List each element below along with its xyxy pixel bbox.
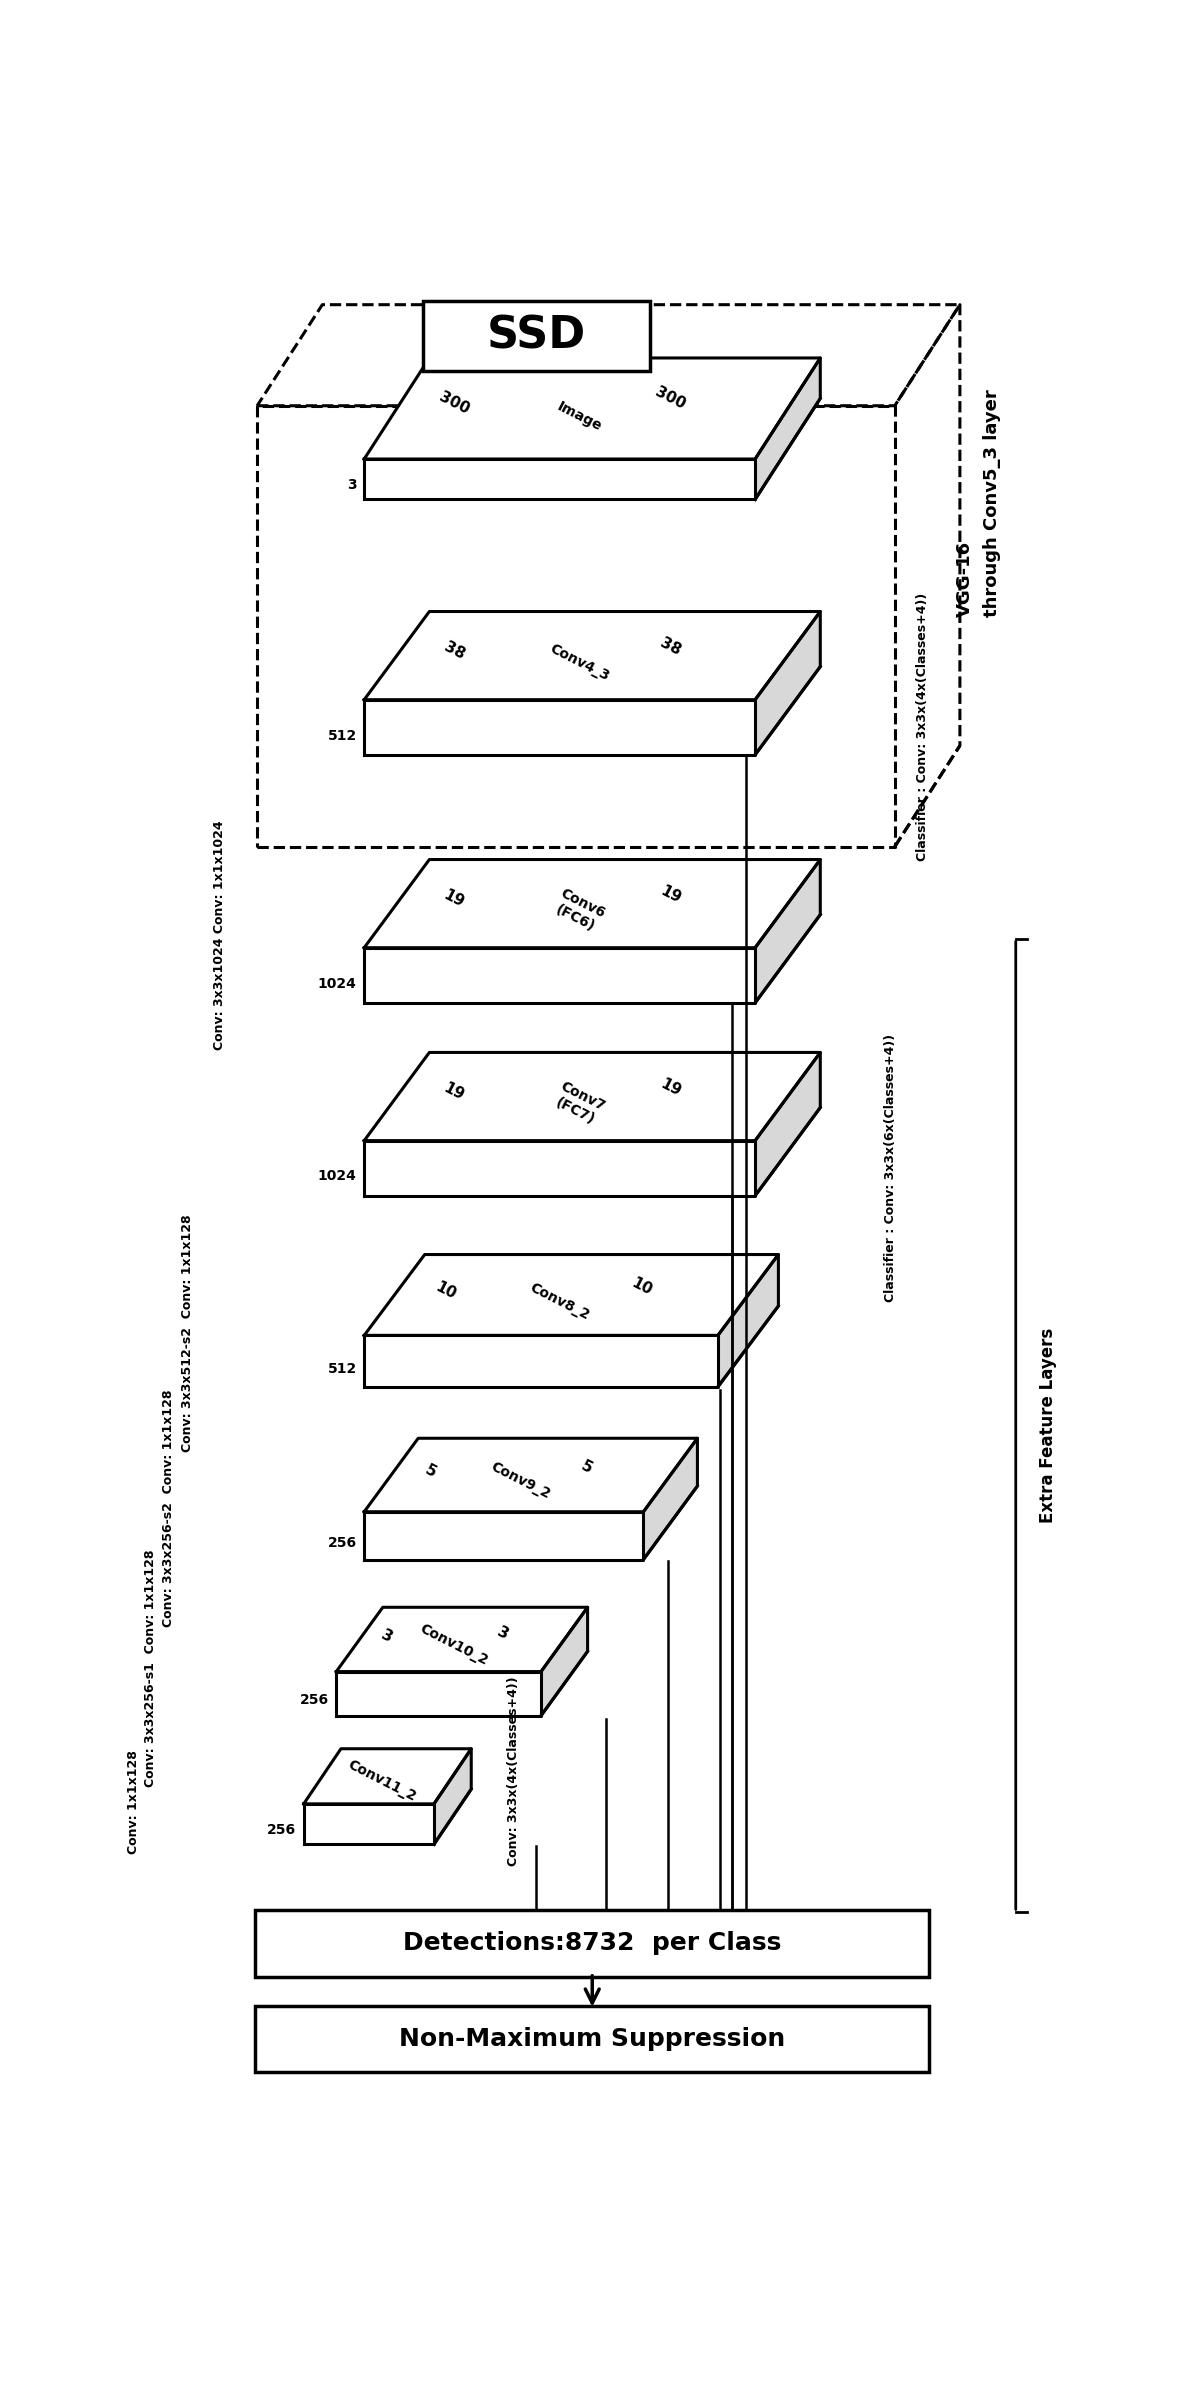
Text: 38: 38	[441, 639, 467, 663]
Polygon shape	[434, 1749, 471, 1844]
Text: 38: 38	[658, 635, 683, 659]
Text: Conv6
(FC6): Conv6 (FC6)	[551, 885, 608, 935]
Polygon shape	[755, 1052, 820, 1195]
FancyBboxPatch shape	[256, 1911, 930, 1976]
Polygon shape	[364, 611, 820, 699]
Text: Conv8_2: Conv8_2	[527, 1281, 592, 1322]
Text: Conv9_2: Conv9_2	[489, 1460, 554, 1501]
Text: 256: 256	[300, 1694, 329, 1708]
Polygon shape	[364, 1052, 820, 1141]
Text: 512: 512	[328, 1362, 357, 1377]
Text: 10: 10	[629, 1277, 655, 1298]
Text: 19: 19	[441, 888, 467, 911]
Text: 3: 3	[380, 1627, 395, 1646]
Text: 300: 300	[436, 389, 472, 418]
Text: 1024: 1024	[318, 1169, 357, 1183]
Text: Detections:8732  per Class: Detections:8732 per Class	[404, 1933, 782, 1957]
Polygon shape	[364, 458, 755, 499]
Polygon shape	[336, 1673, 542, 1716]
Text: Conv: 3x3x1024 Conv: 1x1x1024: Conv: 3x3x1024 Conv: 1x1x1024	[214, 821, 227, 1050]
Polygon shape	[755, 611, 820, 754]
Polygon shape	[364, 1255, 778, 1336]
Text: 10: 10	[434, 1279, 459, 1303]
Polygon shape	[718, 1255, 778, 1386]
Text: 1024: 1024	[318, 976, 357, 990]
Text: 19: 19	[658, 1076, 683, 1100]
Text: Conv: 3x3x256-s2  Conv: 1x1x128: Conv: 3x3x256-s2 Conv: 1x1x128	[162, 1389, 175, 1627]
FancyBboxPatch shape	[256, 2007, 930, 2071]
FancyBboxPatch shape	[423, 301, 650, 370]
Text: 19: 19	[441, 1081, 467, 1105]
Polygon shape	[364, 358, 820, 458]
Text: Non-Maximum Suppression: Non-Maximum Suppression	[399, 2028, 785, 2052]
Text: SSD: SSD	[486, 315, 586, 358]
Text: Conv7
(FC7): Conv7 (FC7)	[551, 1078, 608, 1129]
Text: Classifier : Conv: 3x3x(4x(Classes+4)): Classifier : Conv: 3x3x(4x(Classes+4))	[916, 594, 930, 861]
Text: 5: 5	[423, 1463, 438, 1479]
Text: Extra Feature Layers: Extra Feature Layers	[1039, 1327, 1057, 1522]
Polygon shape	[364, 947, 755, 1002]
Text: 5: 5	[579, 1458, 594, 1477]
Text: 3: 3	[347, 477, 357, 492]
Polygon shape	[336, 1608, 587, 1673]
Text: through Conv5_3 layer: through Conv5_3 layer	[984, 389, 1002, 618]
Text: Conv10_2: Conv10_2	[418, 1622, 491, 1668]
Text: VGG-16: VGG-16	[956, 542, 974, 618]
Text: 256: 256	[267, 1823, 297, 1837]
Text: Conv: 3x3x256-s1  Conv: 1x1x128: Conv: 3x3x256-s1 Conv: 1x1x128	[144, 1549, 156, 1787]
Polygon shape	[644, 1439, 698, 1560]
Polygon shape	[364, 1439, 698, 1513]
Polygon shape	[364, 699, 755, 754]
Polygon shape	[542, 1608, 587, 1716]
Text: Image: Image	[555, 398, 604, 434]
Text: Classifier : Conv: 3x3x(6x(Classes+4)): Classifier : Conv: 3x3x(6x(Classes+4))	[884, 1033, 897, 1303]
Polygon shape	[364, 1513, 644, 1560]
Text: 512: 512	[328, 728, 357, 742]
Text: Conv: 3x3x(4x(Classes+4)): Conv: 3x3x(4x(Classes+4))	[507, 1675, 520, 1866]
Text: Conv: 1x1x128: Conv: 1x1x128	[127, 1749, 139, 1854]
Text: Conv4_3: Conv4_3	[546, 642, 611, 685]
Text: Conv: 3x3x512-s2  Conv: 1x1x128: Conv: 3x3x512-s2 Conv: 1x1x128	[181, 1214, 193, 1453]
Polygon shape	[304, 1749, 471, 1804]
Polygon shape	[755, 859, 820, 1002]
Text: 256: 256	[328, 1537, 357, 1551]
Polygon shape	[364, 859, 820, 947]
Text: Conv11_2: Conv11_2	[346, 1758, 418, 1804]
Text: 19: 19	[658, 883, 683, 907]
Text: 300: 300	[653, 384, 688, 413]
Polygon shape	[364, 1336, 718, 1386]
Polygon shape	[364, 1141, 755, 1195]
Polygon shape	[755, 358, 820, 499]
Polygon shape	[304, 1804, 434, 1844]
Text: 3: 3	[495, 1625, 512, 1642]
